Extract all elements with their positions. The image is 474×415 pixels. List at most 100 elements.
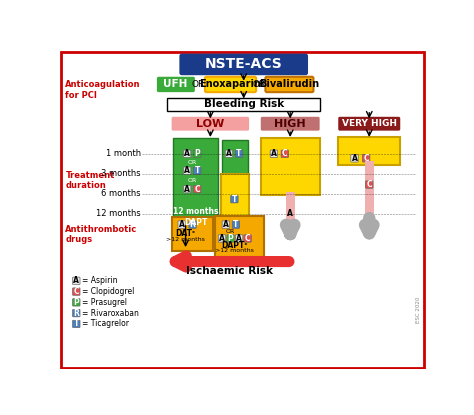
Text: A: A <box>184 185 190 194</box>
Text: A: A <box>223 220 229 229</box>
FancyBboxPatch shape <box>285 192 295 223</box>
FancyBboxPatch shape <box>222 221 229 228</box>
FancyBboxPatch shape <box>193 150 201 157</box>
Text: T: T <box>233 220 238 229</box>
FancyBboxPatch shape <box>172 117 249 131</box>
FancyBboxPatch shape <box>221 174 249 224</box>
Text: DAPTᶜ: DAPTᶜ <box>221 241 247 250</box>
FancyBboxPatch shape <box>193 186 201 193</box>
FancyBboxPatch shape <box>215 216 264 256</box>
Text: DATᶜ: DATᶜ <box>175 229 196 237</box>
Text: C: C <box>364 154 369 163</box>
Text: A: A <box>184 166 190 175</box>
Text: A: A <box>219 234 225 243</box>
Text: R: R <box>190 220 195 229</box>
Text: Treatment
duration: Treatment duration <box>65 171 115 190</box>
Text: A: A <box>236 234 242 243</box>
Text: Bleeding Risk: Bleeding Risk <box>203 100 284 110</box>
FancyBboxPatch shape <box>235 235 243 242</box>
Text: = Rivaroxaban: = Rivaroxaban <box>82 309 139 317</box>
FancyBboxPatch shape <box>261 117 319 131</box>
Text: 6 months: 6 months <box>101 189 141 198</box>
Text: >12 months: >12 months <box>166 237 205 242</box>
Text: HIGH: HIGH <box>274 119 306 129</box>
FancyBboxPatch shape <box>244 235 251 242</box>
Text: = Ticagrelor: = Ticagrelor <box>82 320 129 328</box>
Text: 3 months: 3 months <box>101 169 141 178</box>
FancyBboxPatch shape <box>270 150 278 157</box>
Text: NSTE-ACS: NSTE-ACS <box>205 57 283 71</box>
FancyBboxPatch shape <box>365 181 373 188</box>
Text: P: P <box>228 234 233 243</box>
FancyBboxPatch shape <box>193 167 201 174</box>
FancyBboxPatch shape <box>338 137 400 164</box>
Text: A: A <box>226 149 232 158</box>
Text: Antithrombotic
drugs: Antithrombotic drugs <box>65 225 138 244</box>
FancyBboxPatch shape <box>73 310 80 317</box>
Text: VERY HIGH: VERY HIGH <box>342 119 397 128</box>
FancyBboxPatch shape <box>232 221 240 228</box>
Text: 12 months: 12 months <box>96 209 141 218</box>
Text: R: R <box>73 309 79 317</box>
Text: = Aspirin: = Aspirin <box>82 276 118 285</box>
FancyBboxPatch shape <box>157 77 195 92</box>
FancyBboxPatch shape <box>225 150 233 157</box>
FancyBboxPatch shape <box>222 140 247 174</box>
Text: 12 months
DAPT: 12 months DAPT <box>173 207 219 227</box>
Text: Enoxaparin: Enoxaparin <box>200 79 262 90</box>
FancyBboxPatch shape <box>189 221 196 228</box>
FancyBboxPatch shape <box>183 150 191 157</box>
Text: UFH: UFH <box>164 79 188 90</box>
Text: C: C <box>245 234 250 243</box>
FancyBboxPatch shape <box>73 299 80 306</box>
Text: T: T <box>73 320 79 328</box>
FancyBboxPatch shape <box>183 186 191 193</box>
FancyBboxPatch shape <box>73 320 80 327</box>
Text: C: C <box>366 180 372 189</box>
FancyBboxPatch shape <box>73 288 80 295</box>
FancyBboxPatch shape <box>227 235 234 242</box>
Text: Bivalirudin: Bivalirudin <box>259 79 319 90</box>
Text: A: A <box>184 149 190 158</box>
FancyBboxPatch shape <box>179 54 308 75</box>
FancyBboxPatch shape <box>73 277 80 285</box>
FancyBboxPatch shape <box>219 235 226 242</box>
FancyBboxPatch shape <box>265 77 313 92</box>
Text: OR: OR <box>191 80 205 89</box>
FancyBboxPatch shape <box>261 138 319 195</box>
Text: OR: OR <box>226 229 235 234</box>
Text: LOW: LOW <box>196 119 225 129</box>
FancyBboxPatch shape <box>338 117 400 131</box>
Text: 1 month: 1 month <box>106 149 141 158</box>
Text: Anticoagulation
for PCI: Anticoagulation for PCI <box>65 80 141 100</box>
Text: C: C <box>282 149 288 158</box>
Text: A: A <box>352 154 357 163</box>
FancyBboxPatch shape <box>235 150 243 157</box>
FancyBboxPatch shape <box>363 155 370 162</box>
FancyBboxPatch shape <box>178 221 185 228</box>
FancyBboxPatch shape <box>183 167 191 174</box>
Text: = Clopidogrel: = Clopidogrel <box>82 287 135 296</box>
Text: T: T <box>194 166 200 175</box>
Text: ESC 2020: ESC 2020 <box>416 297 421 323</box>
Text: A: A <box>271 149 277 158</box>
FancyBboxPatch shape <box>351 155 358 162</box>
FancyBboxPatch shape <box>173 138 218 223</box>
Text: OR: OR <box>187 161 196 166</box>
Text: C: C <box>194 185 200 194</box>
FancyBboxPatch shape <box>167 98 320 111</box>
Text: C: C <box>73 287 79 296</box>
Text: Ischaemic Risk: Ischaemic Risk <box>186 266 273 276</box>
FancyBboxPatch shape <box>61 52 424 368</box>
FancyBboxPatch shape <box>172 217 213 251</box>
FancyBboxPatch shape <box>286 210 294 217</box>
Text: P: P <box>73 298 79 307</box>
Text: OR: OR <box>253 80 266 89</box>
Text: = Prasugrel: = Prasugrel <box>82 298 128 307</box>
Text: >12 months: >12 months <box>215 248 254 253</box>
Text: P: P <box>194 149 200 158</box>
FancyBboxPatch shape <box>365 161 374 214</box>
Text: OR: OR <box>187 178 196 183</box>
FancyBboxPatch shape <box>205 77 256 92</box>
Text: T: T <box>237 149 242 158</box>
